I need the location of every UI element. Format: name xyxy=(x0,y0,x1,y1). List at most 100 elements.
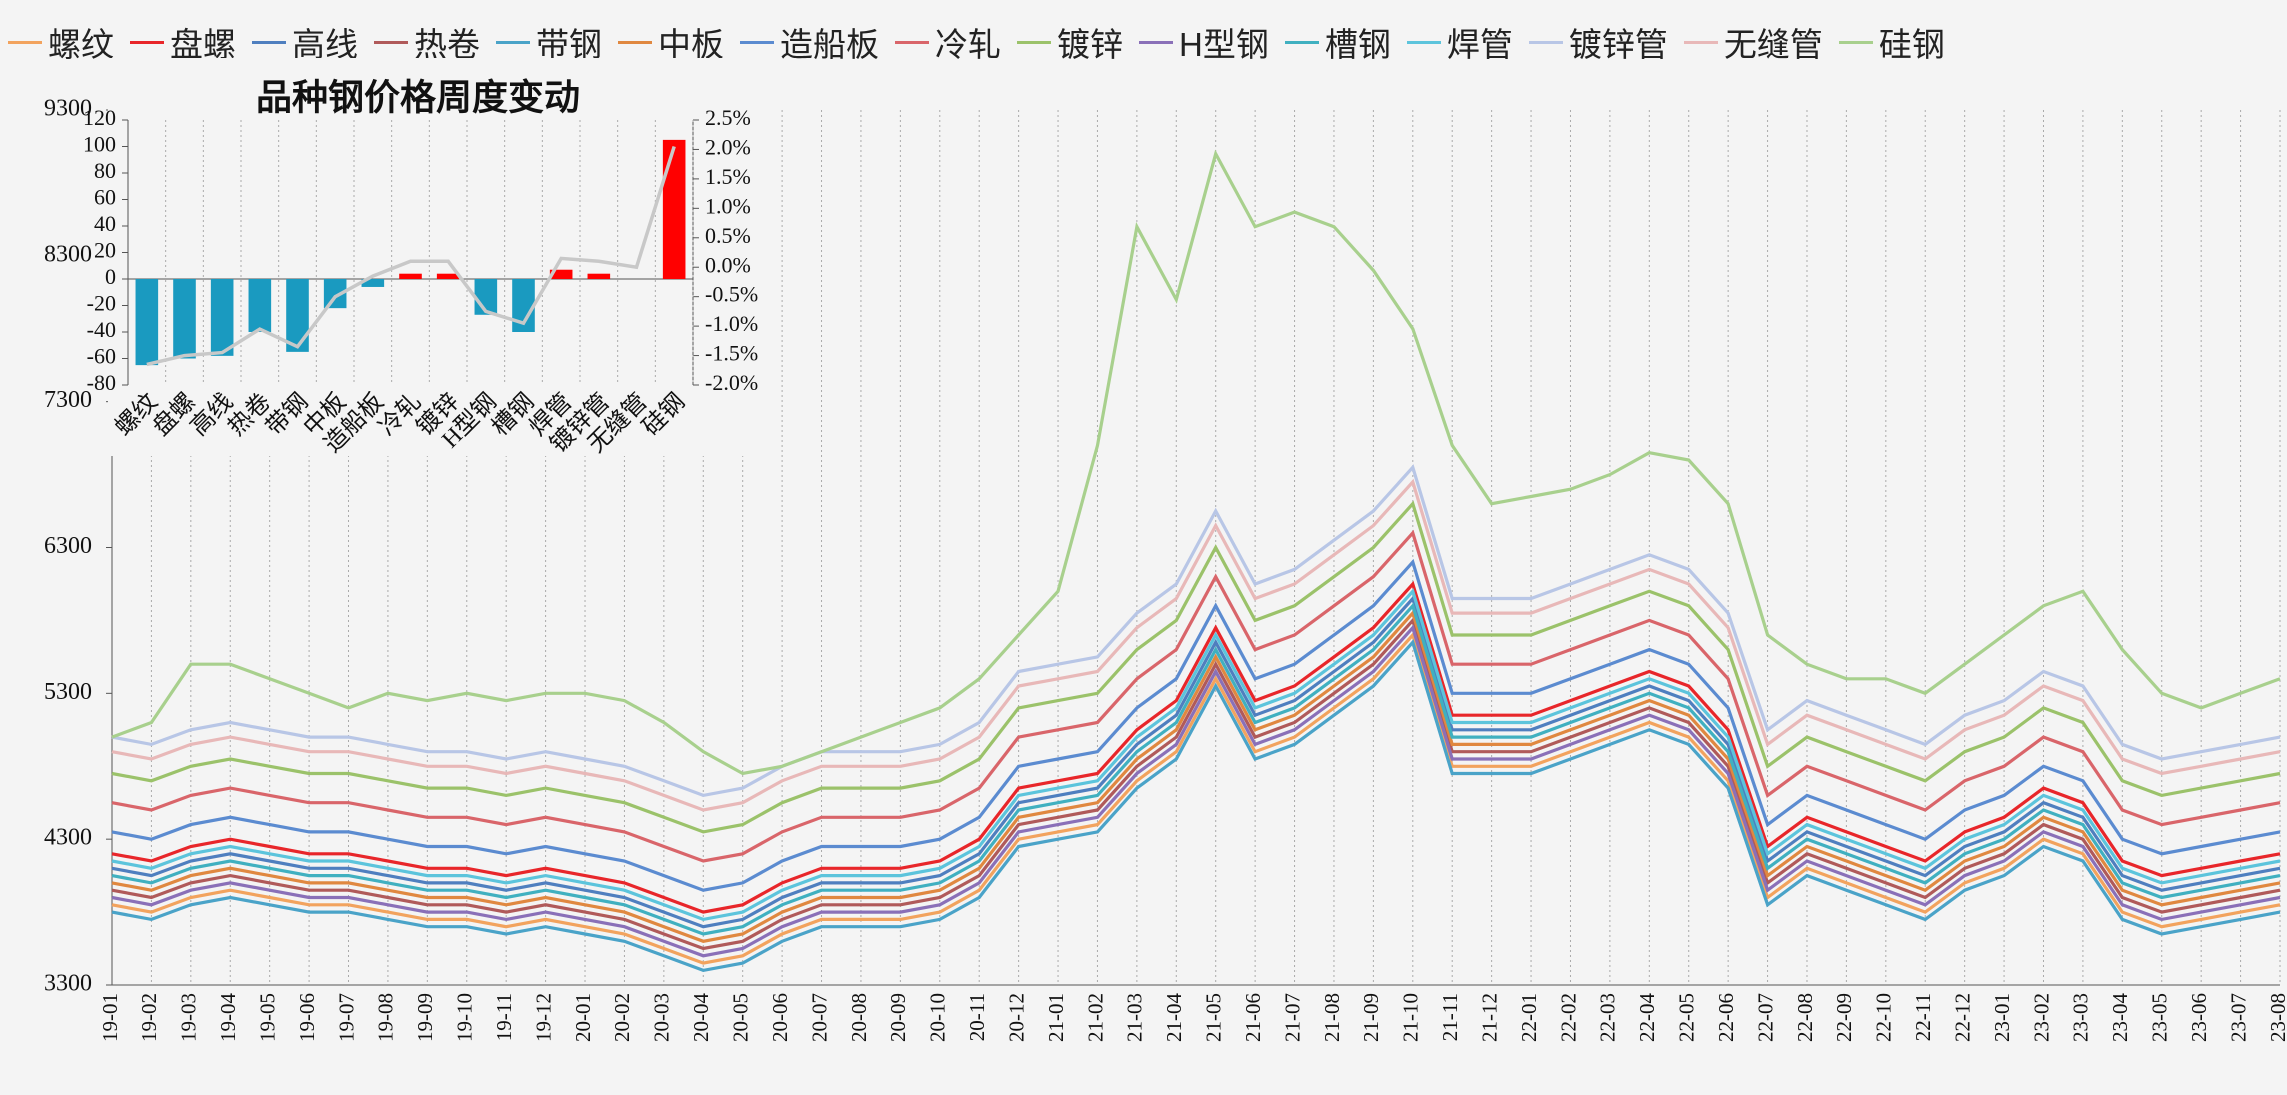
legend-label: 螺纹 xyxy=(48,26,114,63)
legend-item: 无缝管 xyxy=(1683,18,1823,66)
bar xyxy=(210,279,234,356)
x-tick-label: 20-12 xyxy=(1004,993,1028,1042)
x-tick-label: 22-07 xyxy=(1753,993,1777,1042)
legend-swatch xyxy=(130,40,164,44)
y-tick-label: 8300 xyxy=(44,241,92,267)
legend-label: 造船板 xyxy=(780,26,879,63)
legend-label: 高线 xyxy=(292,26,358,63)
legend-swatch xyxy=(1139,40,1173,44)
legend-item: 带钢 xyxy=(496,18,602,66)
x-tick-label: 20-03 xyxy=(650,993,674,1042)
legend-swatch xyxy=(1017,40,1051,44)
inset-background xyxy=(108,58,760,456)
y-tick-label: 120 xyxy=(83,105,116,130)
x-tick-label: 20-06 xyxy=(768,993,792,1042)
legend-label: 焊管 xyxy=(1446,26,1513,63)
legend-label: 盘螺 xyxy=(170,26,236,63)
x-tick-label: 23-07 xyxy=(2226,993,2250,1042)
series-line xyxy=(111,602,2281,936)
series-line xyxy=(111,478,2281,812)
series-line xyxy=(111,617,2281,951)
legend-item: 镀锌管 xyxy=(1528,18,1668,66)
series-line xyxy=(111,529,2281,863)
x-tick-label: 23-02 xyxy=(2029,993,2053,1042)
y2-tick-label: -0.5% xyxy=(705,282,758,307)
y-tick-label: 6300 xyxy=(44,533,92,559)
y2-tick-label: 0.5% xyxy=(705,223,751,248)
legend-swatch xyxy=(895,40,929,44)
bar xyxy=(399,273,422,279)
x-tick-label: 20-02 xyxy=(610,993,634,1042)
x-tick-label: 20-01 xyxy=(571,993,595,1042)
x-tick-label: 19-03 xyxy=(177,993,201,1042)
legend-item: 盘螺 xyxy=(130,18,236,66)
y-tick-label: -20 xyxy=(87,291,116,316)
x-tick-label: 19-01 xyxy=(98,993,122,1042)
series-line xyxy=(111,609,2281,943)
bar xyxy=(173,279,196,359)
y-tick-label: 60 xyxy=(94,185,116,210)
x-tick-label: 21-02 xyxy=(1083,993,1107,1042)
legend-label: 硅钢 xyxy=(1878,26,1945,63)
bar xyxy=(587,273,611,279)
legend-swatch xyxy=(1284,40,1319,44)
x-tick-label: 19-10 xyxy=(453,993,477,1042)
x-tick-label: 20-04 xyxy=(689,993,713,1042)
series-line xyxy=(111,588,2281,922)
bar xyxy=(286,279,309,352)
y2-tick-label: -1.5% xyxy=(705,341,758,366)
legend-item: 造船板 xyxy=(740,18,879,66)
x-tick-label: 22-10 xyxy=(1872,993,1896,1042)
y2-tick-label: 1.5% xyxy=(705,164,751,189)
x-tick-label: 19-12 xyxy=(531,993,555,1042)
legend-item: 槽钢 xyxy=(1284,18,1391,66)
x-tick-label: 20-11 xyxy=(965,993,989,1041)
x-tick-label: 21-09 xyxy=(1359,993,1383,1042)
series-line xyxy=(111,639,2281,973)
legend-item: 高线 xyxy=(252,18,358,66)
x-tick-label: 21-11 xyxy=(1438,993,1462,1041)
x-tick-label: 19-04 xyxy=(216,993,240,1042)
legend-item: 冷轧 xyxy=(895,18,1001,66)
series-line xyxy=(111,558,2281,892)
legend-item: 热卷 xyxy=(374,18,480,66)
legend-item: 焊管 xyxy=(1406,18,1513,66)
series-line xyxy=(111,631,2281,965)
y-tick-label: 20 xyxy=(94,238,116,263)
y-tick-label: -40 xyxy=(87,317,116,342)
x-tick-label: 23-04 xyxy=(2108,993,2132,1042)
bar xyxy=(361,279,385,287)
x-tick-label: 22-01 xyxy=(1517,993,1541,1042)
legend-swatch xyxy=(1406,40,1441,44)
series-line xyxy=(111,595,2281,929)
x-tick-label: 20-05 xyxy=(729,993,753,1042)
legend-swatch xyxy=(374,40,408,44)
bar xyxy=(323,279,347,309)
x-tick-label: 20-09 xyxy=(886,993,910,1042)
x-tick-label: 22-03 xyxy=(1596,993,1620,1042)
legend-swatch xyxy=(252,40,286,44)
series-line xyxy=(111,464,2281,798)
x-tick-label: 21-05 xyxy=(1202,993,1226,1042)
x-tick-label: 19-05 xyxy=(255,993,279,1042)
legend-label: 带钢 xyxy=(536,26,602,63)
x-tick-label: 19-11 xyxy=(492,993,516,1041)
y-tick-label: -60 xyxy=(87,344,116,369)
y2-tick-label: 2.0% xyxy=(705,134,751,159)
bar xyxy=(662,139,686,279)
x-tick-label: 19-07 xyxy=(334,993,358,1042)
legend-label: H型钢 xyxy=(1179,26,1269,63)
legend-swatch xyxy=(740,40,774,44)
y-tick-label: -80 xyxy=(87,370,116,395)
y-tick-label: 3300 xyxy=(44,971,92,997)
y-tick-label: 9300 xyxy=(44,96,92,122)
x-tick-label: 22-04 xyxy=(1635,993,1659,1042)
y-tick-label: 80 xyxy=(94,158,116,183)
legend-swatch xyxy=(618,40,652,44)
change-line xyxy=(146,145,676,367)
y-tick-label: 5300 xyxy=(44,679,92,705)
bar xyxy=(549,269,573,279)
series-line xyxy=(111,500,2281,834)
x-tick-label: 19-08 xyxy=(374,993,398,1042)
